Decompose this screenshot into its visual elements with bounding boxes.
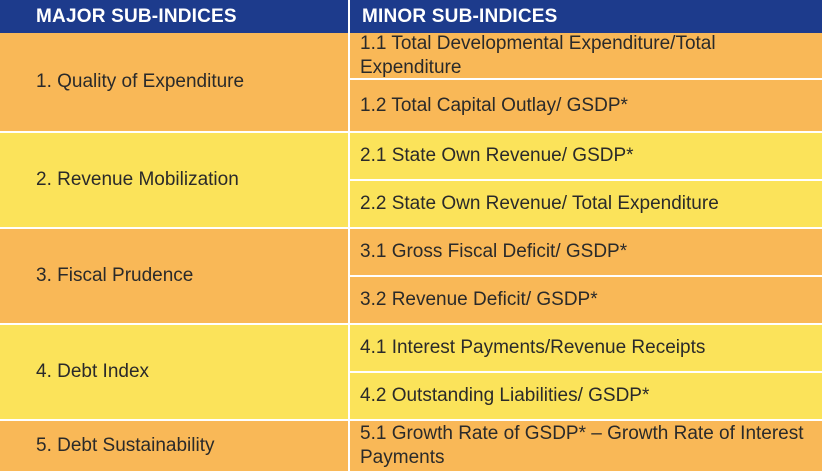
minor-cell: 3.2 Revenue Deficit/ GSDP* <box>350 277 822 325</box>
major-cell-quality-of-expenditure: 1. Quality of Expenditure <box>0 33 350 133</box>
major-cell-fiscal-prudence: 3. Fiscal Prudence <box>0 229 350 325</box>
minor-cell: 4.1 Interest Payments/Revenue Receipts <box>350 325 822 373</box>
minor-cell: 2.2 State Own Revenue/ Total Expenditure <box>350 181 822 229</box>
minor-cell: 1.2 Total Capital Outlay/ GSDP* <box>350 80 822 133</box>
minor-cell: 4.2 Outstanding Liabilities/ GSDP* <box>350 373 822 421</box>
minor-cell: 3.1 Gross Fiscal Deficit/ GSDP* <box>350 229 822 277</box>
minor-header: MINOR SUB-INDICES <box>350 0 822 33</box>
major-header: MAJOR SUB-INDICES <box>0 0 350 33</box>
minor-cell: 5.1 Growth Rate of GSDP* – Growth Rate o… <box>350 421 822 473</box>
major-cell-debt-sustainability: 5. Debt Sustainability <box>0 421 350 473</box>
major-cell-revenue-mobilization: 2. Revenue Mobilization <box>0 133 350 229</box>
major-cell-debt-index: 4. Debt Index <box>0 325 350 421</box>
minor-cell: 1.1 Total Developmental Expenditure/Tota… <box>350 33 822 80</box>
minor-cell-text: 1.1 Total Developmental Expenditure/Tota… <box>360 32 716 78</box>
minor-cell: 2.1 State Own Revenue/ GSDP* <box>350 133 822 181</box>
